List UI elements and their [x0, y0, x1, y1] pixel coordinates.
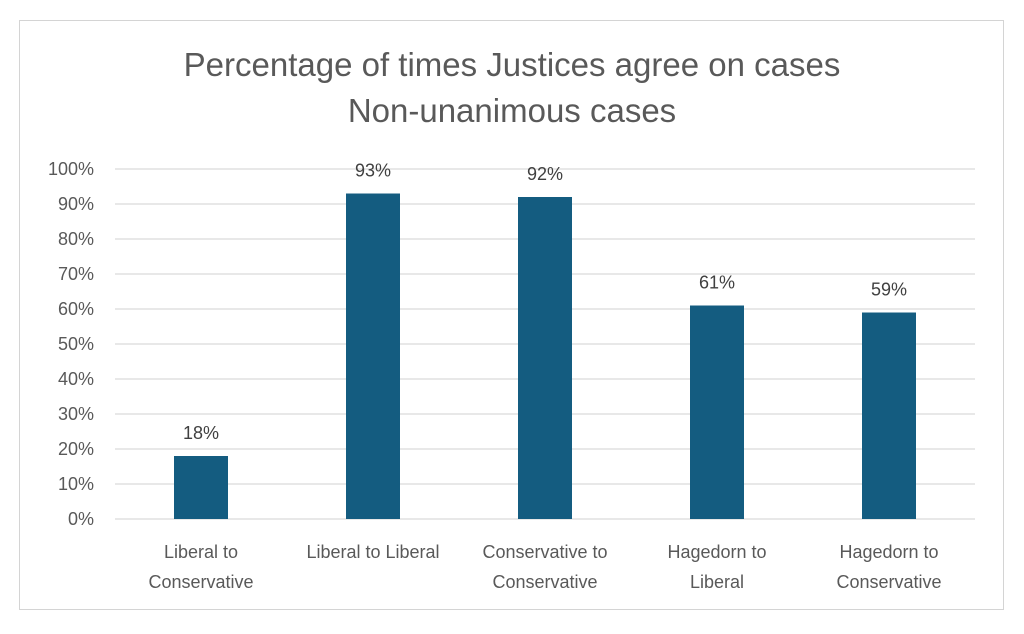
x-category-label: Conservative	[148, 572, 253, 592]
y-tick-label: 70%	[58, 264, 94, 284]
data-labels: 18% 93% 92% 61% 59%	[183, 161, 907, 444]
bar	[346, 193, 400, 519]
y-axis-tick-labels: 0% 10% 20% 30% 40% 50% 60% 70% 80% 90% 100%	[48, 159, 94, 529]
x-category-label: Conservative	[836, 572, 941, 592]
bar	[862, 312, 916, 519]
y-tick-label: 20%	[58, 439, 94, 459]
y-tick-label: 30%	[58, 404, 94, 424]
x-category-label: Hagedorn to	[839, 542, 938, 562]
x-category-label: Hagedorn to	[667, 542, 766, 562]
data-label: 18%	[183, 423, 219, 443]
x-category-label: Liberal	[690, 572, 744, 592]
x-category-label: Conservative	[492, 572, 597, 592]
bar	[690, 305, 744, 519]
y-tick-label: 100%	[48, 159, 94, 179]
data-label: 61%	[699, 273, 735, 293]
y-tick-label: 60%	[58, 299, 94, 319]
chart-title-line-1: Percentage of times Justices agree on ca…	[184, 46, 841, 83]
y-tick-label: 40%	[58, 369, 94, 389]
bar	[518, 197, 572, 519]
y-tick-label: 90%	[58, 194, 94, 214]
y-tick-label: 10%	[58, 474, 94, 494]
bar	[174, 456, 228, 519]
data-label: 93%	[355, 161, 391, 181]
y-tick-label: 80%	[58, 229, 94, 249]
x-axis-category-labels: Liberal to Conservative Liberal to Liberal…	[148, 542, 941, 592]
data-label: 59%	[871, 280, 907, 300]
chart-title: Percentage of times Justices agree on ca…	[184, 46, 841, 129]
chart-title-line-2: Non-unanimous cases	[348, 92, 676, 129]
bars	[174, 193, 916, 519]
y-tick-label: 0%	[68, 509, 94, 529]
x-category-label: Conservative to	[482, 542, 607, 562]
y-tick-label: 50%	[58, 334, 94, 354]
x-category-label: Liberal to	[164, 542, 238, 562]
x-category-label: Liberal to Liberal	[306, 542, 439, 562]
data-label: 92%	[527, 164, 563, 184]
